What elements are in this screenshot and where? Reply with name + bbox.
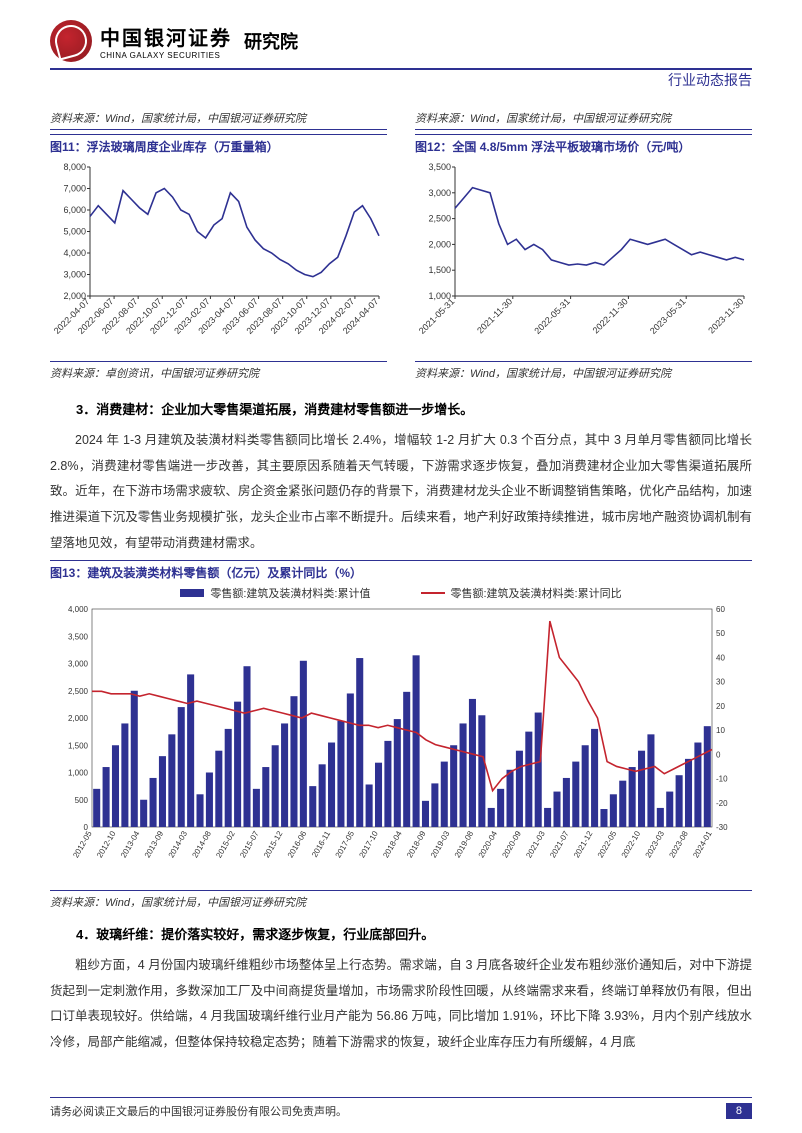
svg-text:5,000: 5,000 xyxy=(63,227,86,237)
source-top-left: 资料来源：Wind，国家统计局，中国银河证券研究院 xyxy=(50,110,387,130)
svg-text:2018-09: 2018-09 xyxy=(405,829,428,859)
svg-text:2022-05: 2022-05 xyxy=(596,829,619,859)
svg-text:2021-11-30: 2021-11-30 xyxy=(475,296,514,335)
page: 中国银河证券 CHINA GALAXY SECURITIES 研究院 行业动态报… xyxy=(0,0,802,1133)
svg-text:4,000: 4,000 xyxy=(63,248,86,258)
svg-text:2,500: 2,500 xyxy=(68,687,89,696)
section4-para: 粗纱方面，4 月份国内玻璃纤维粗纱市场整体呈上行态势。需求端，自 3 月底各玻纤… xyxy=(50,953,752,1056)
institute: 研究院 xyxy=(244,28,298,54)
svg-text:2016-06: 2016-06 xyxy=(286,829,309,859)
legend-line-label: 零售额:建筑及装潢材料类:累计同比 xyxy=(451,585,622,601)
fig12-chart: 1,0001,5002,0002,5003,0003,5002021-05-31… xyxy=(415,159,750,354)
page-number: 8 xyxy=(726,1103,752,1119)
svg-text:2024-01: 2024-01 xyxy=(691,829,714,859)
svg-text:6,000: 6,000 xyxy=(63,205,86,215)
svg-text:2013-09: 2013-09 xyxy=(143,829,166,859)
fig12-source: 资料来源：Wind，国家统计局，中国银河证券研究院 xyxy=(415,361,752,381)
fig13-title: 图13：建筑及装潢类材料零售额（亿元）及累计同比（%） xyxy=(50,560,752,581)
legend-bar: 零售额:建筑及装潢材料类:累计值 xyxy=(180,585,370,601)
svg-text:-20: -20 xyxy=(716,799,728,808)
svg-text:2014-03: 2014-03 xyxy=(167,829,190,859)
svg-text:3,000: 3,000 xyxy=(63,270,86,280)
svg-text:8,000: 8,000 xyxy=(63,162,86,172)
section4-heading: 4．玻璃纤维：提价落实较好，需求逐步恢复，行业底部回升。 xyxy=(50,924,752,943)
svg-text:500: 500 xyxy=(75,796,89,805)
top-source-row: 资料来源：Wind，国家统计局，中国银河证券研究院 资料来源：Wind，国家统计… xyxy=(50,106,752,134)
source-top-right: 资料来源：Wind，国家统计局，中国银河证券研究院 xyxy=(415,110,752,130)
fig12-box: 图12：全国 4.8/5mm 浮法平板玻璃市场价（元/吨） 1,0001,500… xyxy=(415,134,752,385)
svg-text:2014-08: 2014-08 xyxy=(190,829,213,859)
svg-text:2017-05: 2017-05 xyxy=(334,829,357,859)
fig12-title: 图12：全国 4.8/5mm 浮法平板玻璃市场价（元/吨） xyxy=(415,134,752,155)
svg-text:2013-04: 2013-04 xyxy=(119,829,142,859)
fig11-chart: 2,0003,0004,0005,0006,0007,0008,0002022-… xyxy=(50,159,385,354)
svg-text:50: 50 xyxy=(716,629,725,638)
svg-text:2012-10: 2012-10 xyxy=(95,829,118,859)
svg-text:2,500: 2,500 xyxy=(429,214,452,224)
svg-text:2018-04: 2018-04 xyxy=(381,829,404,859)
svg-text:2023-05-31: 2023-05-31 xyxy=(648,296,688,336)
svg-text:10: 10 xyxy=(716,726,725,735)
svg-text:20: 20 xyxy=(716,702,725,711)
svg-text:2023-11-30: 2023-11-30 xyxy=(706,296,745,335)
svg-text:-10: -10 xyxy=(716,775,728,784)
svg-text:3,000: 3,000 xyxy=(429,188,452,198)
svg-text:2015-07: 2015-07 xyxy=(238,829,261,859)
section3-heading: 3．消费建材：企业加大零售渠道拓展，消费建材零售额进一步增长。 xyxy=(50,399,752,418)
svg-text:-30: -30 xyxy=(716,823,728,832)
svg-text:30: 30 xyxy=(716,678,725,687)
legend-bar-label: 零售额:建筑及装潢材料类:累计值 xyxy=(210,585,370,601)
brand-en: CHINA GALAXY SECURITIES xyxy=(100,51,232,60)
svg-text:2019-03: 2019-03 xyxy=(429,829,452,859)
svg-text:2015-12: 2015-12 xyxy=(262,829,285,859)
logo: 中国银河证券 CHINA GALAXY SECURITIES xyxy=(50,20,232,62)
fig13-legend: 零售额:建筑及装潢材料类:累计值 零售额:建筑及装潢材料类:累计同比 xyxy=(50,585,752,601)
fig11-title: 图11：浮法玻璃周度企业库存（万重量箱） xyxy=(50,134,387,155)
svg-text:2015-02: 2015-02 xyxy=(214,829,237,859)
svg-text:7,000: 7,000 xyxy=(63,184,86,194)
svg-text:2023-03: 2023-03 xyxy=(644,829,667,859)
svg-text:2016-11: 2016-11 xyxy=(310,829,332,859)
legend-line: 零售额:建筑及装潢材料类:累计同比 xyxy=(421,585,622,601)
fig13-source: 资料来源：Wind，国家统计局，中国银河证券研究院 xyxy=(50,890,752,910)
svg-text:1,500: 1,500 xyxy=(429,265,452,275)
svg-text:2021-03: 2021-03 xyxy=(524,829,547,859)
fig13-chart: 0 500 1,000 1,500 2,000 2,500 3,000 3,500 4,000 -… xyxy=(50,603,750,883)
svg-text:2019-08: 2019-08 xyxy=(453,829,476,859)
header: 中国银河证券 CHINA GALAXY SECURITIES 研究院 行业动态报… xyxy=(50,20,752,70)
svg-text:3,500: 3,500 xyxy=(429,162,452,172)
svg-text:2020-09: 2020-09 xyxy=(500,829,523,859)
svg-text:2,000: 2,000 xyxy=(68,714,89,723)
svg-text:1,500: 1,500 xyxy=(68,741,89,750)
svg-text:2012-05: 2012-05 xyxy=(71,829,94,859)
logo-icon xyxy=(50,20,92,62)
svg-text:2021-12: 2021-12 xyxy=(572,829,595,859)
fig11-source: 资料来源：卓创资讯，中国银河证券研究院 xyxy=(50,361,387,381)
svg-text:2022-11-30: 2022-11-30 xyxy=(591,296,630,335)
svg-text:3,000: 3,000 xyxy=(68,660,89,669)
charts-row-1: 图11：浮法玻璃周度企业库存（万重量箱） 2,000 3,000 4,000 5,00… xyxy=(50,134,752,385)
svg-text:2022-10: 2022-10 xyxy=(620,829,643,859)
svg-text:2023-08: 2023-08 xyxy=(667,829,690,859)
brand-cn: 中国银河证券 xyxy=(100,22,232,51)
svg-text:2021-05-31: 2021-05-31 xyxy=(417,296,457,336)
svg-text:40: 40 xyxy=(716,654,725,663)
svg-text:2021-07: 2021-07 xyxy=(548,829,571,859)
footer-disclaimer: 请务必阅读正文最后的中国银河证券股份有限公司免责声明。 xyxy=(50,1103,347,1119)
section3-para: 2024 年 1-3 月建筑及装潢材料类零售额同比增长 2.4%，增幅较 1-2… xyxy=(50,428,752,556)
svg-text:0: 0 xyxy=(716,750,721,759)
svg-text:60: 60 xyxy=(716,605,725,614)
svg-text:2022-05-31: 2022-05-31 xyxy=(532,296,572,336)
svg-text:3,500: 3,500 xyxy=(68,632,89,641)
svg-text:1,000: 1,000 xyxy=(68,769,89,778)
doc-type: 行业动态报告 xyxy=(668,70,752,90)
svg-text:2,000: 2,000 xyxy=(429,239,452,249)
fig11-box: 图11：浮法玻璃周度企业库存（万重量箱） 2,0003,0004,0005,00… xyxy=(50,134,387,385)
svg-text:2020-04: 2020-04 xyxy=(477,829,500,859)
svg-text:4,000: 4,000 xyxy=(68,605,89,614)
svg-text:2017-10: 2017-10 xyxy=(357,829,380,859)
footer: 请务必阅读正文最后的中国银河证券股份有限公司免责声明。 8 xyxy=(50,1097,752,1119)
